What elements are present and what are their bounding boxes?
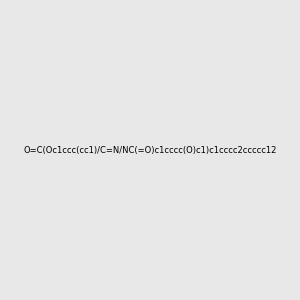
Text: O=C(Oc1ccc(cc1)/C=N/NC(=O)c1cccc(O)c1)c1cccc2ccccc12: O=C(Oc1ccc(cc1)/C=N/NC(=O)c1cccc(O)c1)c1… (23, 146, 277, 154)
